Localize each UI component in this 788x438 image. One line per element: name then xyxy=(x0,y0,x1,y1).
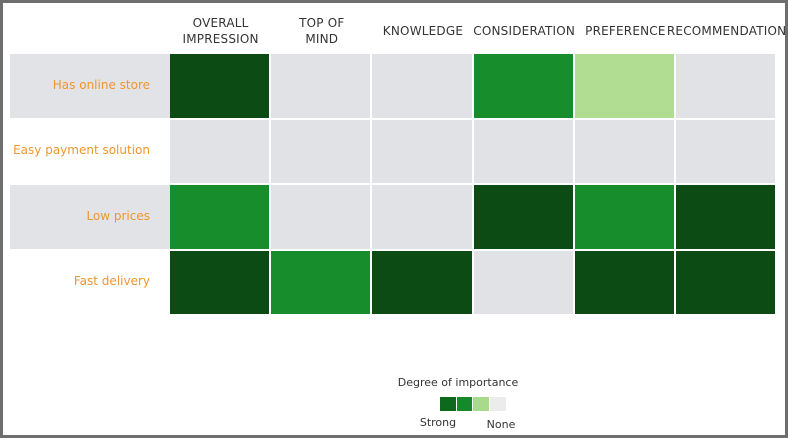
column-header: KNOWLEDGE xyxy=(382,24,464,38)
row-label: Low prices xyxy=(86,208,150,223)
heatmap-cell xyxy=(170,250,270,314)
legend-title: Degree of importance xyxy=(397,376,519,389)
legend-swatch xyxy=(473,397,490,411)
heatmap-cell xyxy=(372,119,472,183)
row-label: Easy payment solution xyxy=(13,143,150,158)
column-header: IMPRESSION xyxy=(182,32,259,46)
heatmap-cell xyxy=(170,119,270,183)
heatmap-cell xyxy=(473,119,573,183)
row-band xyxy=(10,185,170,249)
column-header: OVERALL xyxy=(192,16,249,30)
heatmap-cell xyxy=(170,54,270,118)
heatmap-cell xyxy=(271,54,371,118)
heatmap-cell xyxy=(170,185,270,249)
legend-high-label: Strong xyxy=(419,416,457,429)
row-label: Fast delivery xyxy=(73,274,150,289)
heatmap-cell xyxy=(372,185,472,249)
heatmap-cell xyxy=(676,54,776,118)
legend-swatch xyxy=(440,397,456,411)
legend-low-label: None xyxy=(486,418,516,431)
heatmap-cell xyxy=(271,119,371,183)
heatmap-cell xyxy=(574,119,674,183)
heatmap-cell xyxy=(372,250,472,314)
heatmap-cell xyxy=(676,250,776,314)
heatmap-cell xyxy=(574,250,674,314)
row-label: Has online store xyxy=(52,77,150,92)
heatmap-cell xyxy=(574,185,674,249)
column-header: MIND xyxy=(305,32,339,46)
heatmap-cell xyxy=(676,119,776,183)
column-header: PREFERENCE xyxy=(585,24,666,38)
heatmap-cell xyxy=(372,54,472,118)
heatmap-cell xyxy=(271,185,371,249)
column-header: CONSIDERATION xyxy=(473,24,576,38)
column-header: RECOMMENDATION xyxy=(666,24,787,38)
legend-swatch xyxy=(456,397,473,411)
column-header: TOP OF xyxy=(299,16,345,30)
heatmap-cell xyxy=(473,250,573,314)
heatmap-cell xyxy=(271,250,371,314)
heatmap-cell xyxy=(473,54,573,118)
heatmap-cell xyxy=(473,185,573,249)
legend-swatch xyxy=(490,397,506,411)
heatmap-cell xyxy=(574,54,674,118)
row-band xyxy=(10,54,170,118)
heatmap-cell xyxy=(676,185,776,249)
